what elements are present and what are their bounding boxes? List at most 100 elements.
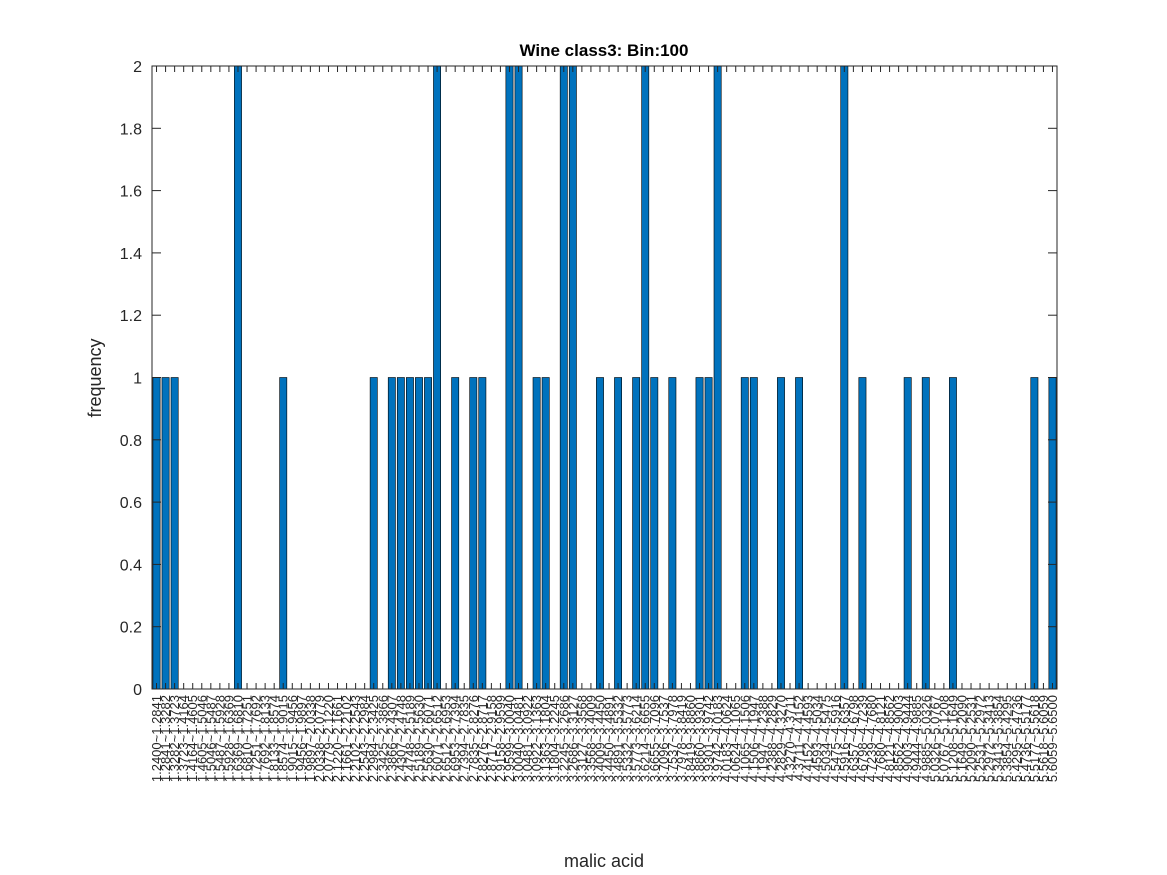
x-tick-label: 4.1506~4.1947 — [746, 695, 761, 782]
x-tick-label: 4.4593~4.5034 — [810, 695, 825, 782]
bar — [795, 377, 804, 690]
x-tick-label: 2.9158~2.9599 — [493, 695, 508, 782]
x-tick-label: 2.6953~2.7394 — [448, 695, 463, 782]
x-tick-label: 1.5046~1.5487 — [203, 695, 218, 782]
x-tick-label: 4.4152~4.4593 — [801, 695, 816, 782]
x-tick-label: 3.8419~3.8860 — [683, 695, 698, 782]
x-tick-label: 1.3723~1.4164 — [176, 695, 191, 782]
x-tick-label: 4.3270~4.3711 — [783, 695, 798, 781]
x-tick-label: 5.4295~5.4736 — [1009, 695, 1024, 782]
bar — [949, 377, 957, 690]
x-tick-label: 2.3866~2.4307 — [384, 695, 399, 782]
y-tick-label: 0.2 — [120, 620, 142, 637]
bar — [713, 65, 722, 690]
y-tick-label: 0.8 — [120, 433, 142, 450]
x-tick-label: 4.3711~4.4152 — [792, 695, 807, 781]
bar — [858, 377, 867, 690]
x-tick-label: 4.6798~4.7239 — [855, 695, 870, 782]
x-tick-label: 4.5475~4.5916 — [828, 695, 843, 782]
bars-layer — [152, 65, 1057, 690]
bar — [632, 377, 641, 690]
x-tick-label: 3.5773~3.6214 — [629, 695, 644, 782]
x-tick-label: 4.0624~4.1065 — [728, 695, 743, 782]
bar — [704, 377, 713, 690]
x-tick-label: 3.4891~3.5332 — [611, 695, 626, 782]
x-tick-label: 3.3127~3.3568 — [574, 695, 589, 782]
x-tick-label: 3.1804~3.2245 — [547, 695, 562, 782]
bar — [740, 377, 749, 690]
x-tick-label: 4.2829~4.3270 — [773, 695, 788, 782]
x-tick-label: 3.9301~3.9742 — [701, 695, 716, 782]
bar — [532, 377, 541, 690]
bar — [369, 377, 378, 690]
bar — [650, 377, 659, 690]
x-tick-label: 5.0767~5.1208 — [936, 695, 951, 782]
bar — [568, 65, 577, 690]
x-tick-label: 3.3568~3.4009 — [583, 695, 598, 782]
x-tick-label: 1.9015~1.9456 — [285, 695, 300, 782]
x-tick-label: 2.5630~2.6071 — [421, 695, 436, 782]
x-tick-label: 2.8276~2.8717 — [475, 695, 490, 782]
x-tick-label: 2.9599~3.0040 — [502, 695, 517, 782]
bar — [541, 377, 550, 690]
x-tick-label: 2.0779~2.1220 — [321, 695, 336, 782]
x-tick-label: 5.2090~5.2531 — [964, 695, 979, 782]
x-tick-label: 3.0040~3.0481 — [511, 695, 526, 782]
x-tick-label: 4.8121~4.8562 — [882, 695, 897, 782]
x-tick-label: 4.9003~4.9444 — [900, 695, 915, 782]
bar — [903, 377, 912, 690]
x-tick-label: 3.0922~3.1363 — [529, 695, 544, 782]
bar — [234, 65, 242, 690]
x-tick-label: 2.2102~2.2543 — [348, 695, 363, 782]
x-tick-label: 3.4009~3.4450 — [592, 695, 607, 782]
x-tick-label: 1.3282~1.3723 — [167, 695, 182, 782]
x-tick-label: 5.1649~5.2090 — [954, 695, 969, 782]
bar — [469, 377, 478, 690]
x-tick-label: 1.6810~1.7251 — [240, 695, 255, 782]
x-tick-label: 4.9885~5.0326 — [918, 695, 933, 782]
x-tick-label: 4.1065~4.1506 — [737, 695, 752, 782]
x-tick-label: 5.4736~5.5177 — [1018, 695, 1033, 782]
x-tick-label: 3.2245~3.2686 — [556, 695, 571, 782]
x-tick-label: 5.3413~5.3854 — [991, 695, 1006, 782]
x-tick-label: 1.4605~1.5046 — [194, 695, 209, 782]
x-tick-label: 2.7394~2.7835 — [457, 695, 472, 782]
x-tick-label: 1.4164~1.4605 — [185, 695, 200, 782]
x-tick-label: 2.0338~2.0779 — [312, 695, 327, 782]
x-tick-label: 3.1363~3.1804 — [538, 695, 553, 782]
x-tick-label: 3.8860~3.9301 — [692, 695, 707, 782]
bar — [415, 377, 423, 690]
bar — [279, 377, 288, 690]
x-tick-label: 5.2972~5.3413 — [982, 695, 997, 782]
x-tick-label: 4.5916~4.6357 — [837, 695, 852, 782]
x-tick-label: 2.2984~2.3425 — [366, 695, 381, 782]
x-tick-label: 1.9897~2.0338 — [303, 695, 318, 782]
bar — [478, 377, 487, 690]
x-tick-label: 3.0481~3.0922 — [520, 695, 535, 782]
x-tick-label: 5.0326~5.0767 — [927, 695, 942, 782]
x-tick-label: 5.3854~5.4295 — [1000, 695, 1015, 782]
bar — [777, 377, 785, 690]
x-tick-label: 2.4748~2.5189 — [402, 695, 417, 782]
y-ticks-layer: 0 0.2 0.4 0.6 0.8 1 1.2 1.4 1.6 1.8 2 — [120, 59, 1057, 699]
x-tick-label: 5.2531~5.2972 — [973, 695, 988, 782]
x-tick-label: 1.2841~1.3282 — [158, 695, 173, 782]
bar — [1048, 377, 1057, 690]
y-tick-label: 2 — [133, 59, 142, 76]
bar — [424, 377, 432, 690]
y-tick-label: 1.8 — [120, 121, 142, 138]
x-tick-label: 1.6369~1.6810 — [230, 695, 245, 782]
y-tick-label: 1.2 — [120, 308, 142, 325]
y-tick-label: 1 — [133, 371, 142, 388]
x-tick-label: 2.6071~2.6512 — [430, 695, 445, 782]
y-axis-label: frequency — [85, 338, 105, 417]
y-tick-label: 0.6 — [120, 495, 142, 512]
bar — [152, 377, 161, 690]
x-tick-label: 2.3425~2.3866 — [375, 695, 390, 782]
y-tick-label: 0 — [133, 682, 142, 699]
bar — [514, 65, 523, 690]
plot-frame — [151, 65, 1058, 690]
bar — [668, 377, 677, 690]
x-tick-label: 5.6059~5.6500 — [1045, 695, 1060, 782]
x-tick-label: 3.5332~3.5773 — [620, 695, 635, 782]
